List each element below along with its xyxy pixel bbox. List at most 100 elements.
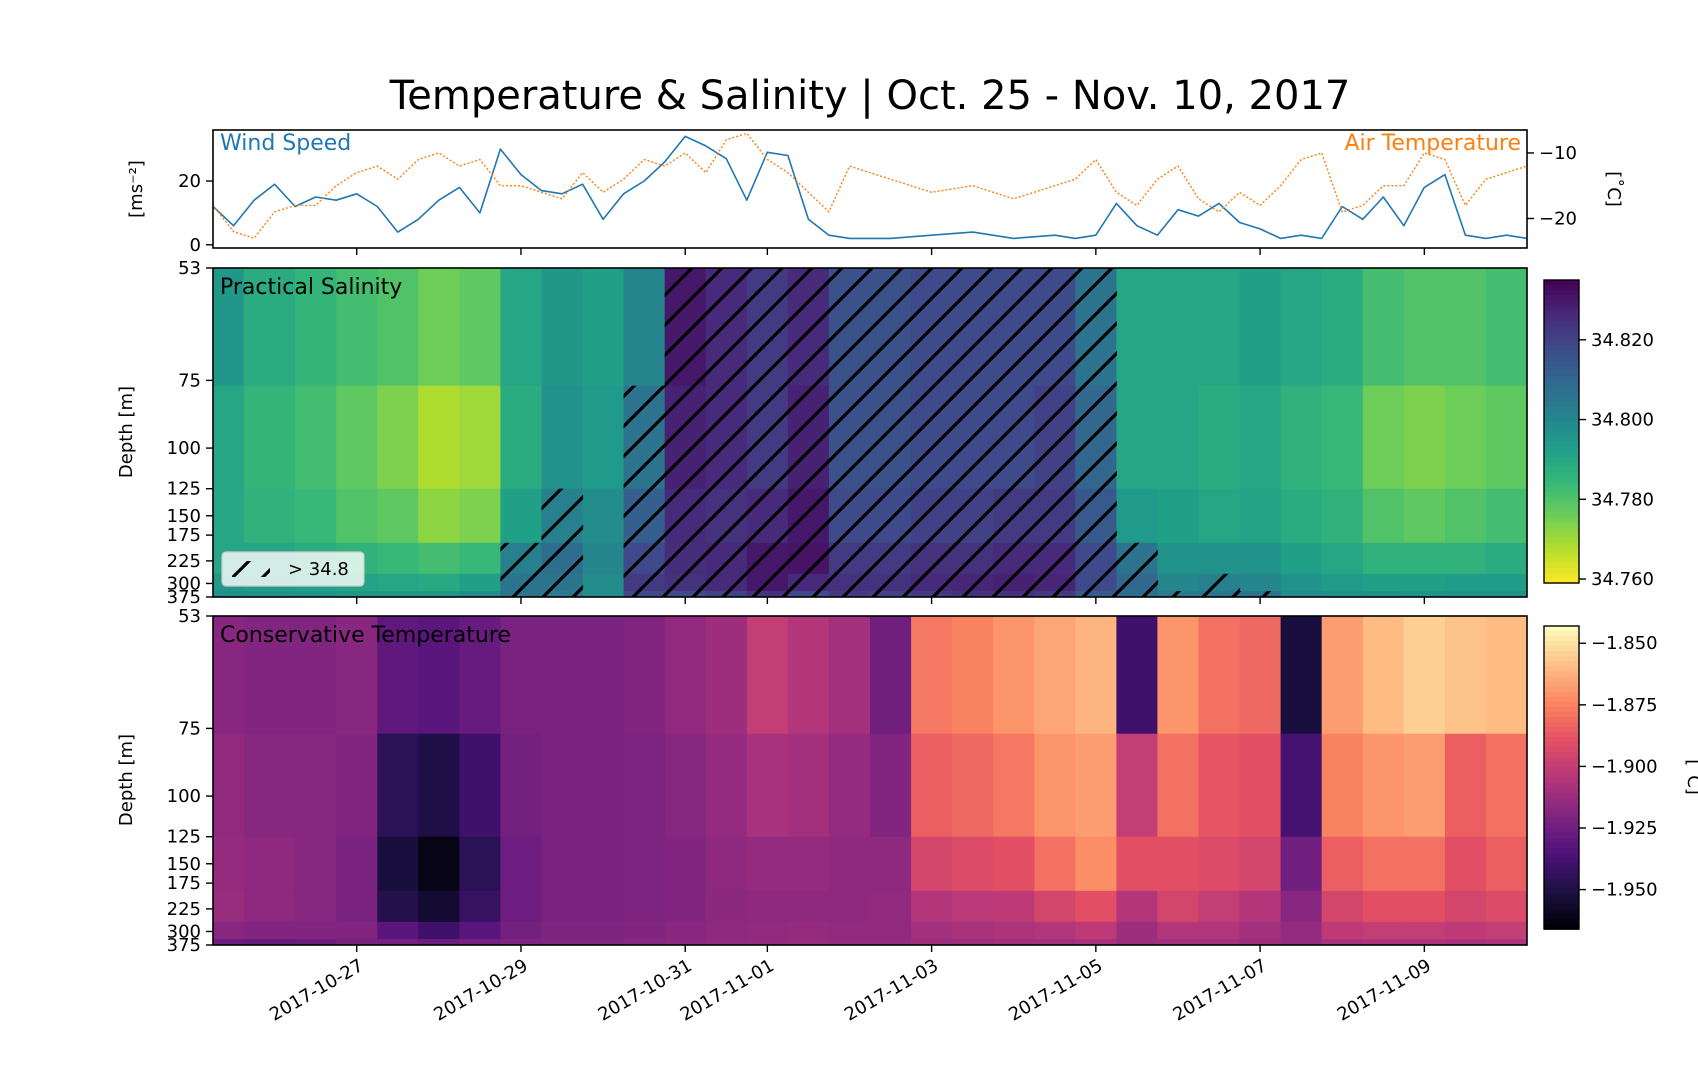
temperature-colorbar-step — [1544, 797, 1579, 804]
temperature-cell — [418, 921, 461, 940]
salinity-hatch-cell — [1075, 488, 1117, 544]
salinity-cell — [213, 385, 245, 490]
x-tick-label: 2017-11-09 — [1334, 955, 1435, 1025]
temperature-cell — [1239, 733, 1282, 838]
temperature-cell — [1321, 890, 1364, 923]
salinity-colorbar-step — [1544, 456, 1579, 463]
salinity-colorbar-step — [1544, 381, 1579, 387]
temperature-cell — [1198, 733, 1241, 838]
temperature-colorbar-step — [1544, 631, 1579, 637]
temperature-cell — [870, 733, 912, 838]
salinity-cell — [377, 573, 420, 592]
temperature-cell — [1280, 939, 1323, 945]
temperature-colorbar-step — [1544, 888, 1579, 895]
temperature-cell — [541, 616, 584, 735]
salinity-cell — [1157, 542, 1200, 575]
temperature-colorbar-step — [1544, 691, 1579, 698]
salinity-depth-tick-label: 53 — [178, 258, 201, 279]
salinity-hatch-cell — [541, 591, 584, 597]
temperature-cell — [911, 921, 953, 940]
temperature-colorbar-step — [1544, 843, 1579, 849]
temperature-cell — [746, 836, 789, 892]
salinity-colorbar-step — [1544, 375, 1579, 382]
temperature-depth-tick-label: 53 — [178, 606, 201, 627]
salinity-colorbar-step — [1544, 572, 1579, 579]
temperature-cell — [664, 939, 707, 945]
salinity-hatch-cell — [870, 542, 912, 575]
temperature-colorbar-step — [1544, 898, 1579, 905]
temperature-colorbar-step — [1544, 858, 1579, 865]
temperature-cell — [705, 939, 748, 945]
salinity-hatch-cell — [1239, 591, 1282, 597]
salinity-cell — [500, 268, 543, 387]
salinity-cell — [1444, 488, 1487, 544]
salinity-hatch-cell — [500, 591, 542, 597]
salinity-cell — [1321, 573, 1364, 592]
salinity-hatch-cell — [746, 488, 789, 544]
air-temperature-label: Air Temperature — [1344, 131, 1521, 156]
air-temperature-axis-label: [˚C] — [1603, 171, 1624, 207]
salinity-depth-tick-label: 225 — [167, 551, 201, 572]
salinity-cell — [418, 542, 461, 575]
temperature-colorbar-step — [1544, 706, 1579, 713]
salinity-hatch-cell — [952, 591, 994, 597]
temperature-depth-tick-label: 75 — [178, 718, 201, 739]
salinity-cell — [243, 385, 296, 490]
salinity-cell — [1362, 542, 1405, 575]
temperature-cell — [623, 616, 666, 735]
salinity-cell — [295, 488, 337, 544]
salinity-cell — [582, 542, 625, 575]
temperature-cell — [828, 616, 871, 735]
temperature-cell — [500, 836, 543, 892]
air-temperature-tick-label: −10 — [1539, 143, 1577, 164]
temperature-colorbar-step — [1544, 651, 1579, 658]
salinity-colorbar-step — [1544, 441, 1579, 448]
temperature-panel-frame — [212, 615, 1528, 946]
temperature-colorbar-step — [1544, 838, 1579, 844]
salinity-colorbar-step — [1544, 280, 1579, 286]
temperature-cell — [1444, 836, 1487, 892]
salinity-hatch-cell — [828, 591, 871, 597]
salinity-hatch-cell — [1034, 542, 1076, 575]
temperature-colorbar-step — [1544, 792, 1579, 799]
salinity-hatch-cell — [1034, 385, 1076, 490]
temperature-cell — [1075, 616, 1118, 735]
salinity-hatch-cell — [952, 268, 994, 387]
salinity-colorbar-step — [1544, 340, 1579, 347]
temperature-cell — [336, 939, 379, 945]
temperature-cell — [1485, 616, 1527, 735]
temperature-cell — [705, 616, 748, 735]
salinity-hatch-cell — [1198, 591, 1241, 597]
temperature-colorbar-step — [1544, 883, 1579, 890]
temperature-cell — [377, 616, 420, 735]
temperature-cell — [746, 733, 789, 838]
salinity-cell — [1403, 542, 1446, 575]
salinity-cell — [336, 268, 379, 387]
salinity-hatch-cell — [1075, 385, 1117, 490]
temperature-colorbar-step — [1544, 641, 1579, 647]
temperature-cell — [418, 836, 461, 892]
salinity-colorbar-step — [1544, 451, 1579, 458]
temperature-cell — [911, 836, 953, 892]
salinity-colorbar-step — [1544, 315, 1579, 322]
salinity-cell — [1198, 268, 1241, 387]
salinity-hatch-cell — [746, 591, 789, 597]
temperature-cell — [377, 836, 420, 892]
temperature-cell — [1075, 733, 1118, 838]
salinity-colorbar-step — [1544, 487, 1579, 493]
salinity-colorbar-step — [1544, 320, 1579, 327]
salinity-colorbar-step — [1544, 567, 1579, 574]
salinity-colorbar-step — [1544, 532, 1579, 539]
salinity-colorbar-step — [1544, 285, 1579, 291]
temperature-cell — [993, 616, 1036, 735]
salinity-cell — [582, 385, 625, 490]
salinity-colorbar-step — [1544, 355, 1579, 362]
temperature-cell — [243, 921, 296, 940]
temperature-colorbar-step — [1544, 681, 1579, 688]
temperature-cell — [1362, 939, 1405, 945]
temperature-cell — [828, 939, 871, 945]
salinity-cell — [1239, 542, 1282, 575]
salinity-cell — [1280, 488, 1323, 544]
salinity-hatch-cell — [623, 488, 666, 544]
temperature-cell — [1403, 733, 1446, 838]
